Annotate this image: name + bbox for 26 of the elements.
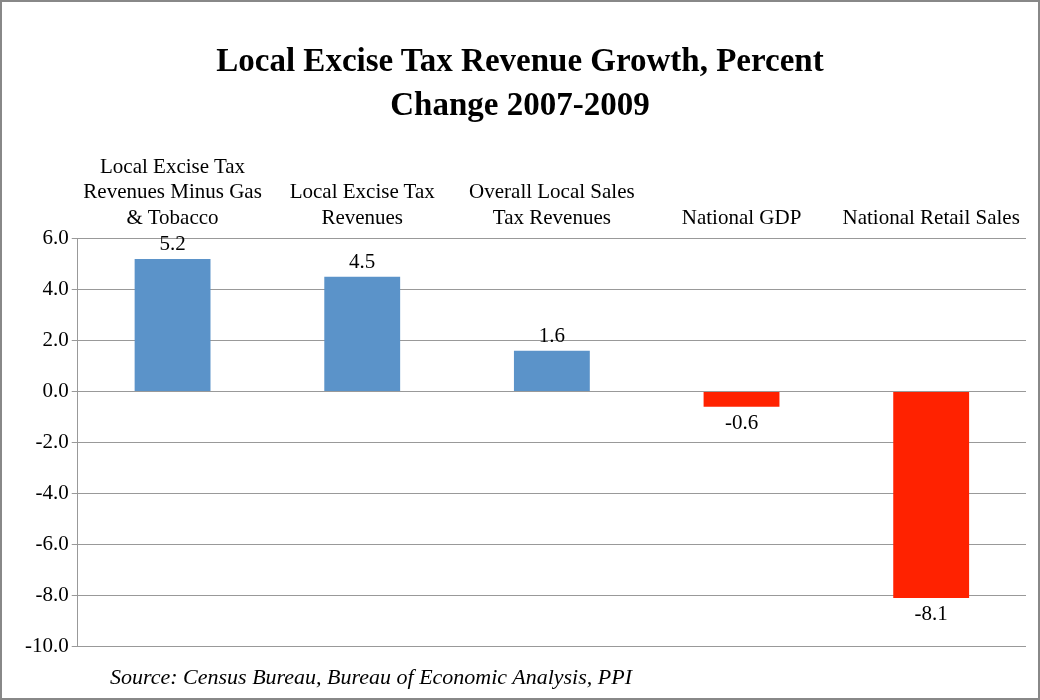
bar <box>893 392 970 598</box>
y-tick-label: -10.0 <box>24 632 69 657</box>
x-tick-label: Local Excise Tax Revenues <box>289 179 436 229</box>
y-tick-label: -2.0 <box>35 429 69 454</box>
data-label: -8.1 <box>914 600 948 625</box>
x-tick-label: National Retail Sales <box>842 204 1020 229</box>
chart-title: Local Excise Tax Revenue Growth, Percent Change 2007-2009 <box>215 41 825 124</box>
x-tick-label: National GDP <box>681 204 802 229</box>
x-tick-label: Overall Local Sales Tax Revenues <box>469 179 635 229</box>
y-tick-label: -4.0 <box>35 479 69 504</box>
data-label: 4.5 <box>349 248 376 273</box>
data-label: 5.2 <box>159 231 186 256</box>
data-label: -0.6 <box>724 409 759 434</box>
bar <box>513 350 590 392</box>
bar <box>134 258 211 392</box>
bar <box>703 392 780 407</box>
y-tick-label: 2.0 <box>42 327 69 352</box>
y-tick-label: -6.0 <box>35 530 69 555</box>
y-tick-label: 4.0 <box>42 276 69 301</box>
source-note: Source: Census Bureau, Bureau of Economic Analysis, PPI <box>110 664 632 690</box>
y-tick-label: 6.0 <box>42 225 69 250</box>
x-tick-label: Local Excise Tax Revenues Minus Gas & Tobacco <box>83 154 262 229</box>
y-tick-label: 0.0 <box>42 378 69 403</box>
data-label: 1.6 <box>538 322 565 347</box>
bar <box>324 276 401 392</box>
y-tick-label: -8.0 <box>35 581 69 606</box>
